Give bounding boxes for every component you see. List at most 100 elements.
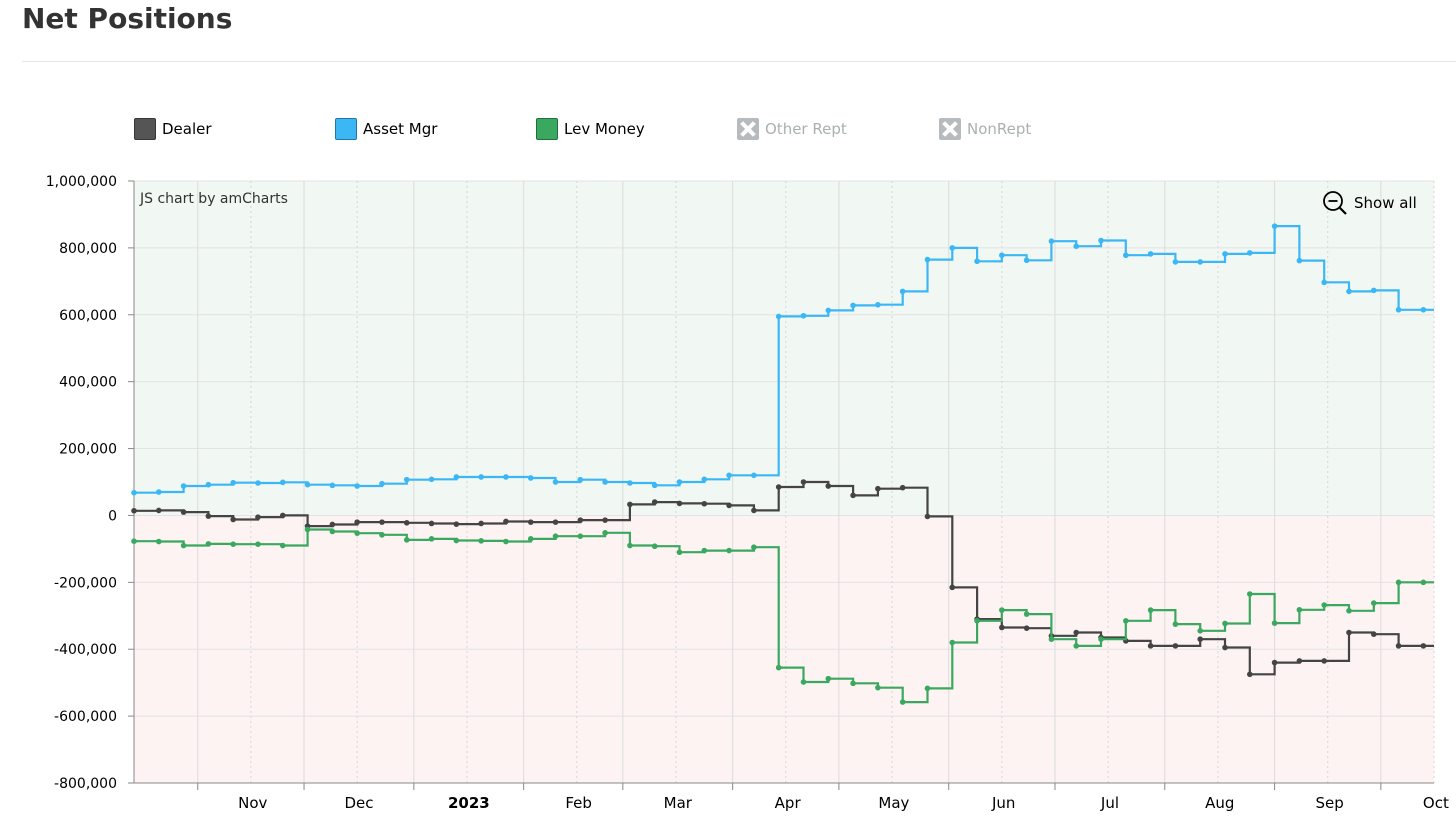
data-point — [1172, 643, 1179, 649]
data-point — [527, 519, 534, 525]
legend-item-other-rept[interactable]: Other Rept — [737, 117, 847, 141]
data-point — [1247, 591, 1253, 597]
data-point — [279, 479, 286, 486]
legend-item-nonrept[interactable]: NonRept — [939, 117, 1031, 141]
show-all-button[interactable]: Show all — [1322, 190, 1417, 216]
data-point — [775, 484, 782, 490]
data-point — [453, 537, 460, 544]
x-tick-label: Aug — [1205, 794, 1234, 812]
legend-item-lev-money[interactable]: Lev Money — [536, 117, 645, 141]
series-asset-mgr — [131, 223, 1434, 496]
data-point — [1197, 636, 1204, 642]
series-dealer — [131, 479, 1434, 678]
data-point — [354, 530, 360, 536]
data-point — [131, 507, 137, 514]
data-point — [1073, 629, 1080, 636]
data-point — [850, 302, 856, 309]
data-point — [1296, 257, 1303, 264]
data-point — [1321, 279, 1327, 286]
data-point — [602, 517, 608, 523]
data-point — [924, 256, 931, 263]
data-point — [379, 480, 385, 487]
data-point — [279, 512, 286, 519]
x-tick-label: Nov — [238, 794, 267, 812]
data-point — [1098, 237, 1104, 244]
data-point — [1197, 259, 1204, 265]
data-point — [255, 514, 261, 520]
positive-range-band — [134, 181, 1434, 516]
data-point — [503, 518, 509, 525]
data-point — [155, 538, 162, 545]
data-point — [379, 532, 385, 538]
data-point — [552, 533, 559, 539]
y-tick-label: 800,000 — [59, 241, 117, 257]
data-point — [1073, 643, 1080, 649]
y-tick-label: 600,000 — [59, 308, 117, 324]
data-point — [354, 519, 360, 525]
data-point — [155, 489, 162, 495]
data-point — [329, 521, 336, 528]
data-point — [1147, 607, 1154, 613]
legend-item-dealer[interactable]: Dealer — [134, 117, 212, 141]
data-point — [478, 538, 484, 544]
legend-label: Dealer — [162, 120, 212, 138]
data-point — [354, 483, 360, 489]
data-point — [999, 624, 1005, 631]
data-point — [999, 252, 1005, 259]
data-point — [1222, 251, 1228, 257]
data-point — [527, 536, 534, 542]
x-tick-label: Dec — [345, 794, 374, 812]
data-point — [627, 480, 633, 486]
data-point — [1346, 607, 1352, 614]
x-tick-label: Oct — [1423, 794, 1449, 812]
data-point — [825, 307, 832, 314]
data-point — [180, 509, 187, 515]
data-point — [428, 536, 435, 542]
data-point — [701, 547, 708, 554]
legend-label: NonRept — [967, 120, 1032, 138]
data-point — [1271, 620, 1278, 626]
data-point — [329, 482, 336, 489]
data-point — [899, 699, 906, 705]
data-point — [627, 542, 633, 549]
data-point — [329, 528, 336, 535]
x-tick-label: Jun — [991, 794, 1015, 812]
data-point — [1172, 621, 1179, 627]
data-point — [899, 288, 906, 295]
data-point — [1321, 658, 1327, 664]
data-point — [751, 472, 757, 479]
y-tick-label: -200,000 — [54, 575, 117, 591]
data-point — [304, 526, 311, 533]
legend-label: Lev Money — [564, 120, 645, 138]
data-point — [552, 479, 559, 485]
data-point — [924, 685, 931, 692]
data-point — [1023, 625, 1030, 631]
data-point — [676, 500, 683, 507]
data-point — [726, 502, 732, 509]
x-tick-label: 2023 — [448, 794, 490, 812]
y-tick-label: -400,000 — [54, 642, 117, 658]
x-tick-label: Jul — [1100, 794, 1119, 812]
legend-item-asset-mgr[interactable]: Asset Mgr — [335, 117, 437, 141]
data-point — [751, 544, 757, 551]
data-point — [800, 679, 807, 685]
data-point — [726, 472, 732, 479]
data-point — [1073, 243, 1080, 250]
data-point — [1247, 250, 1253, 256]
x-tick-label: May — [878, 794, 909, 812]
data-point — [1395, 643, 1402, 649]
y-tick-label: -800,000 — [54, 776, 117, 792]
data-point — [180, 483, 187, 489]
data-point — [974, 258, 980, 265]
data-point — [1395, 306, 1402, 313]
data-point — [403, 520, 410, 526]
y-tick-label: 0 — [108, 508, 117, 524]
data-point — [453, 474, 460, 480]
data-point — [775, 313, 782, 320]
y-tick-label: 400,000 — [59, 375, 117, 391]
data-point — [577, 517, 584, 523]
data-point — [899, 484, 906, 491]
data-point — [205, 541, 212, 547]
data-point — [155, 507, 162, 514]
data-point — [1420, 579, 1427, 586]
